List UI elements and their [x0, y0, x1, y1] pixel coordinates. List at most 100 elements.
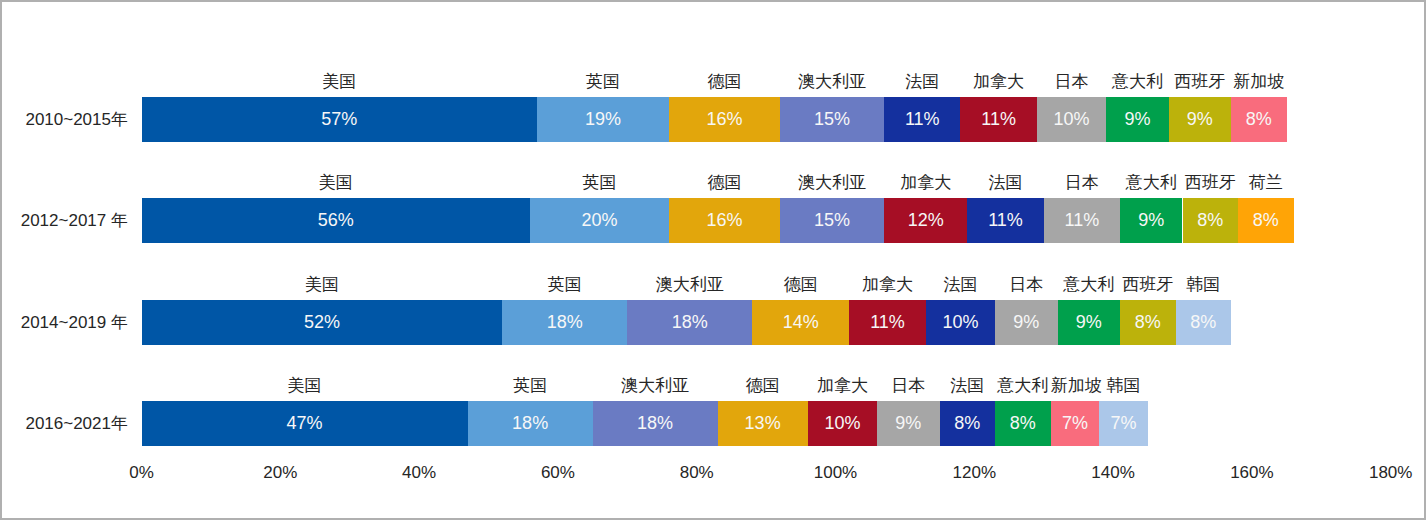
bar-segment: 57% — [142, 97, 538, 142]
value-label: 9% — [1187, 109, 1213, 130]
country-label: 法国 — [884, 71, 960, 93]
bar-segment: 9% — [877, 401, 939, 446]
value-label: 11% — [1065, 210, 1100, 231]
bar-segment: 8% — [1238, 198, 1294, 243]
country-label: 加拿大 — [808, 375, 877, 397]
x-axis-tick: 100% — [791, 461, 881, 485]
country-label: 澳大利亚 — [627, 274, 752, 296]
value-label: 56% — [318, 210, 354, 231]
value-label: 8% — [954, 413, 980, 434]
bar-segment: 13% — [718, 401, 808, 446]
bar-segment: 9% — [995, 300, 1057, 345]
bar-segment: 11% — [849, 300, 925, 345]
value-label: 18% — [547, 312, 583, 333]
value-label: 47% — [287, 413, 323, 434]
value-label: 9% — [1138, 210, 1164, 231]
bar-segment: 8% — [1183, 198, 1239, 243]
value-label: 9% — [1076, 312, 1102, 333]
country-label: 加拿大 — [884, 172, 967, 194]
x-axis-tick: 180% — [1346, 461, 1426, 485]
row-label: 2014~2019 年 — [2, 300, 128, 345]
bar-segment: 47% — [142, 401, 468, 446]
value-label: 8% — [1197, 210, 1223, 231]
value-label: 12% — [908, 210, 944, 231]
bar-segment: 7% — [1099, 401, 1148, 446]
value-label: 8% — [1010, 413, 1036, 434]
value-label: 20% — [582, 210, 618, 231]
country-label: 日本 — [995, 274, 1057, 296]
country-label: 新加坡 — [1231, 71, 1287, 93]
stacked-bar-chart: 2010~2015年57%美国19%英国16%德国15%澳大利亚11%法国11%… — [2, 2, 1424, 518]
value-label: 10% — [942, 312, 978, 333]
row-label: 2012~2017 年 — [2, 198, 128, 243]
value-label: 9% — [895, 413, 921, 434]
country-label: 韩国 — [1176, 274, 1232, 296]
value-label: 7% — [1062, 413, 1088, 434]
value-label: 19% — [585, 109, 621, 130]
bar-segment: 56% — [142, 198, 531, 243]
country-label: 西班牙 — [1183, 172, 1239, 194]
value-label: 11% — [870, 312, 905, 333]
x-axis-tick: 120% — [929, 461, 1019, 485]
value-label: 10% — [824, 413, 860, 434]
country-label: 法国 — [967, 172, 1043, 194]
value-label: 57% — [321, 109, 357, 130]
bar-segment: 52% — [142, 300, 503, 345]
country-label: 澳大利亚 — [780, 172, 884, 194]
country-label: 德国 — [669, 71, 780, 93]
x-axis-tick: 140% — [1068, 461, 1158, 485]
bar-segment: 15% — [780, 97, 884, 142]
bar-segment: 9% — [1106, 97, 1168, 142]
bar-segment: 18% — [502, 300, 627, 345]
bar-segment: 8% — [1231, 97, 1287, 142]
bar-segment: 11% — [967, 198, 1043, 243]
country-label: 英国 — [502, 274, 627, 296]
bar-segment: 8% — [995, 401, 1051, 446]
bar-segment: 8% — [940, 401, 996, 446]
country-label: 英国 — [530, 172, 669, 194]
value-label: 14% — [783, 312, 819, 333]
value-label: 16% — [706, 109, 742, 130]
bar-segment: 10% — [808, 401, 877, 446]
value-label: 13% — [745, 413, 781, 434]
value-label: 11% — [988, 210, 1023, 231]
value-label: 11% — [905, 109, 940, 130]
bar-segment: 14% — [752, 300, 849, 345]
x-axis-tick: 20% — [235, 461, 325, 485]
value-label: 8% — [1190, 312, 1216, 333]
country-label: 意大利 — [995, 375, 1051, 397]
country-label: 德国 — [752, 274, 849, 296]
x-axis-tick: 160% — [1207, 461, 1297, 485]
x-axis-tick: 0% — [97, 461, 187, 485]
value-label: 9% — [1013, 312, 1039, 333]
country-label: 新加坡 — [1051, 375, 1100, 397]
country-label: 日本 — [877, 375, 939, 397]
value-label: 16% — [706, 210, 742, 231]
x-axis-tick: 80% — [652, 461, 742, 485]
country-label: 西班牙 — [1120, 274, 1176, 296]
country-label: 美国 — [142, 172, 531, 194]
bar-segment: 16% — [669, 198, 780, 243]
country-label: 英国 — [468, 375, 593, 397]
bar-segment: 11% — [1044, 198, 1120, 243]
bar-segment: 11% — [884, 97, 960, 142]
value-label: 8% — [1253, 210, 1279, 231]
country-label: 韩国 — [1099, 375, 1148, 397]
country-label: 日本 — [1037, 71, 1106, 93]
country-label: 澳大利亚 — [593, 375, 718, 397]
bar-segment: 9% — [1169, 97, 1231, 142]
value-label: 18% — [637, 413, 673, 434]
value-label: 10% — [1053, 109, 1089, 130]
country-label: 意大利 — [1120, 172, 1182, 194]
value-label: 15% — [814, 109, 850, 130]
bar-segment: 10% — [1037, 97, 1106, 142]
country-label: 法国 — [940, 375, 996, 397]
country-label: 荷兰 — [1238, 172, 1294, 194]
bar-segment: 16% — [669, 97, 780, 142]
bar-segment: 18% — [593, 401, 718, 446]
bar-segment: 11% — [960, 97, 1036, 142]
row-label: 2010~2015年 — [2, 97, 128, 142]
country-label: 西班牙 — [1169, 71, 1231, 93]
country-label: 美国 — [142, 274, 503, 296]
value-label: 7% — [1111, 413, 1137, 434]
